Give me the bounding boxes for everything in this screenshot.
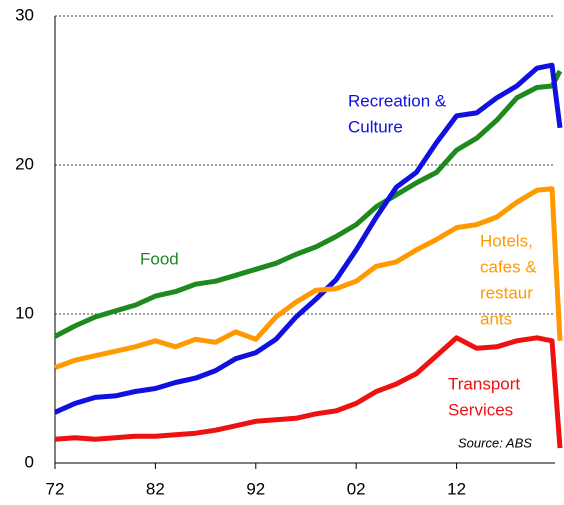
series-line	[53, 62, 563, 415]
series-label: Transport	[448, 374, 520, 393]
series-line	[53, 69, 563, 339]
series-label: Food	[140, 249, 179, 268]
x-tick-label: 72	[46, 479, 65, 498]
series-label: ants	[480, 309, 512, 328]
y-tick-label: 20	[15, 154, 34, 173]
y-tick-label: 10	[15, 303, 34, 322]
series-label: cafes &	[480, 257, 537, 276]
series-line	[54, 186, 563, 370]
series-label: Culture	[348, 117, 403, 136]
series-label: Services	[448, 400, 513, 419]
series-label: restaur	[480, 283, 533, 302]
x-tick-label: 82	[146, 479, 165, 498]
series-line	[54, 335, 563, 449]
series-label: Recreation &	[348, 91, 447, 110]
series-label: Hotels,	[480, 231, 533, 250]
source-note: Source: ABS	[458, 435, 532, 450]
x-tick-label: 02	[347, 479, 366, 498]
x-tick-label: 92	[246, 479, 265, 498]
y-tick-label: 30	[15, 5, 34, 24]
y-tick-label: 0	[25, 452, 34, 471]
x-tick-label: 12	[447, 479, 466, 498]
